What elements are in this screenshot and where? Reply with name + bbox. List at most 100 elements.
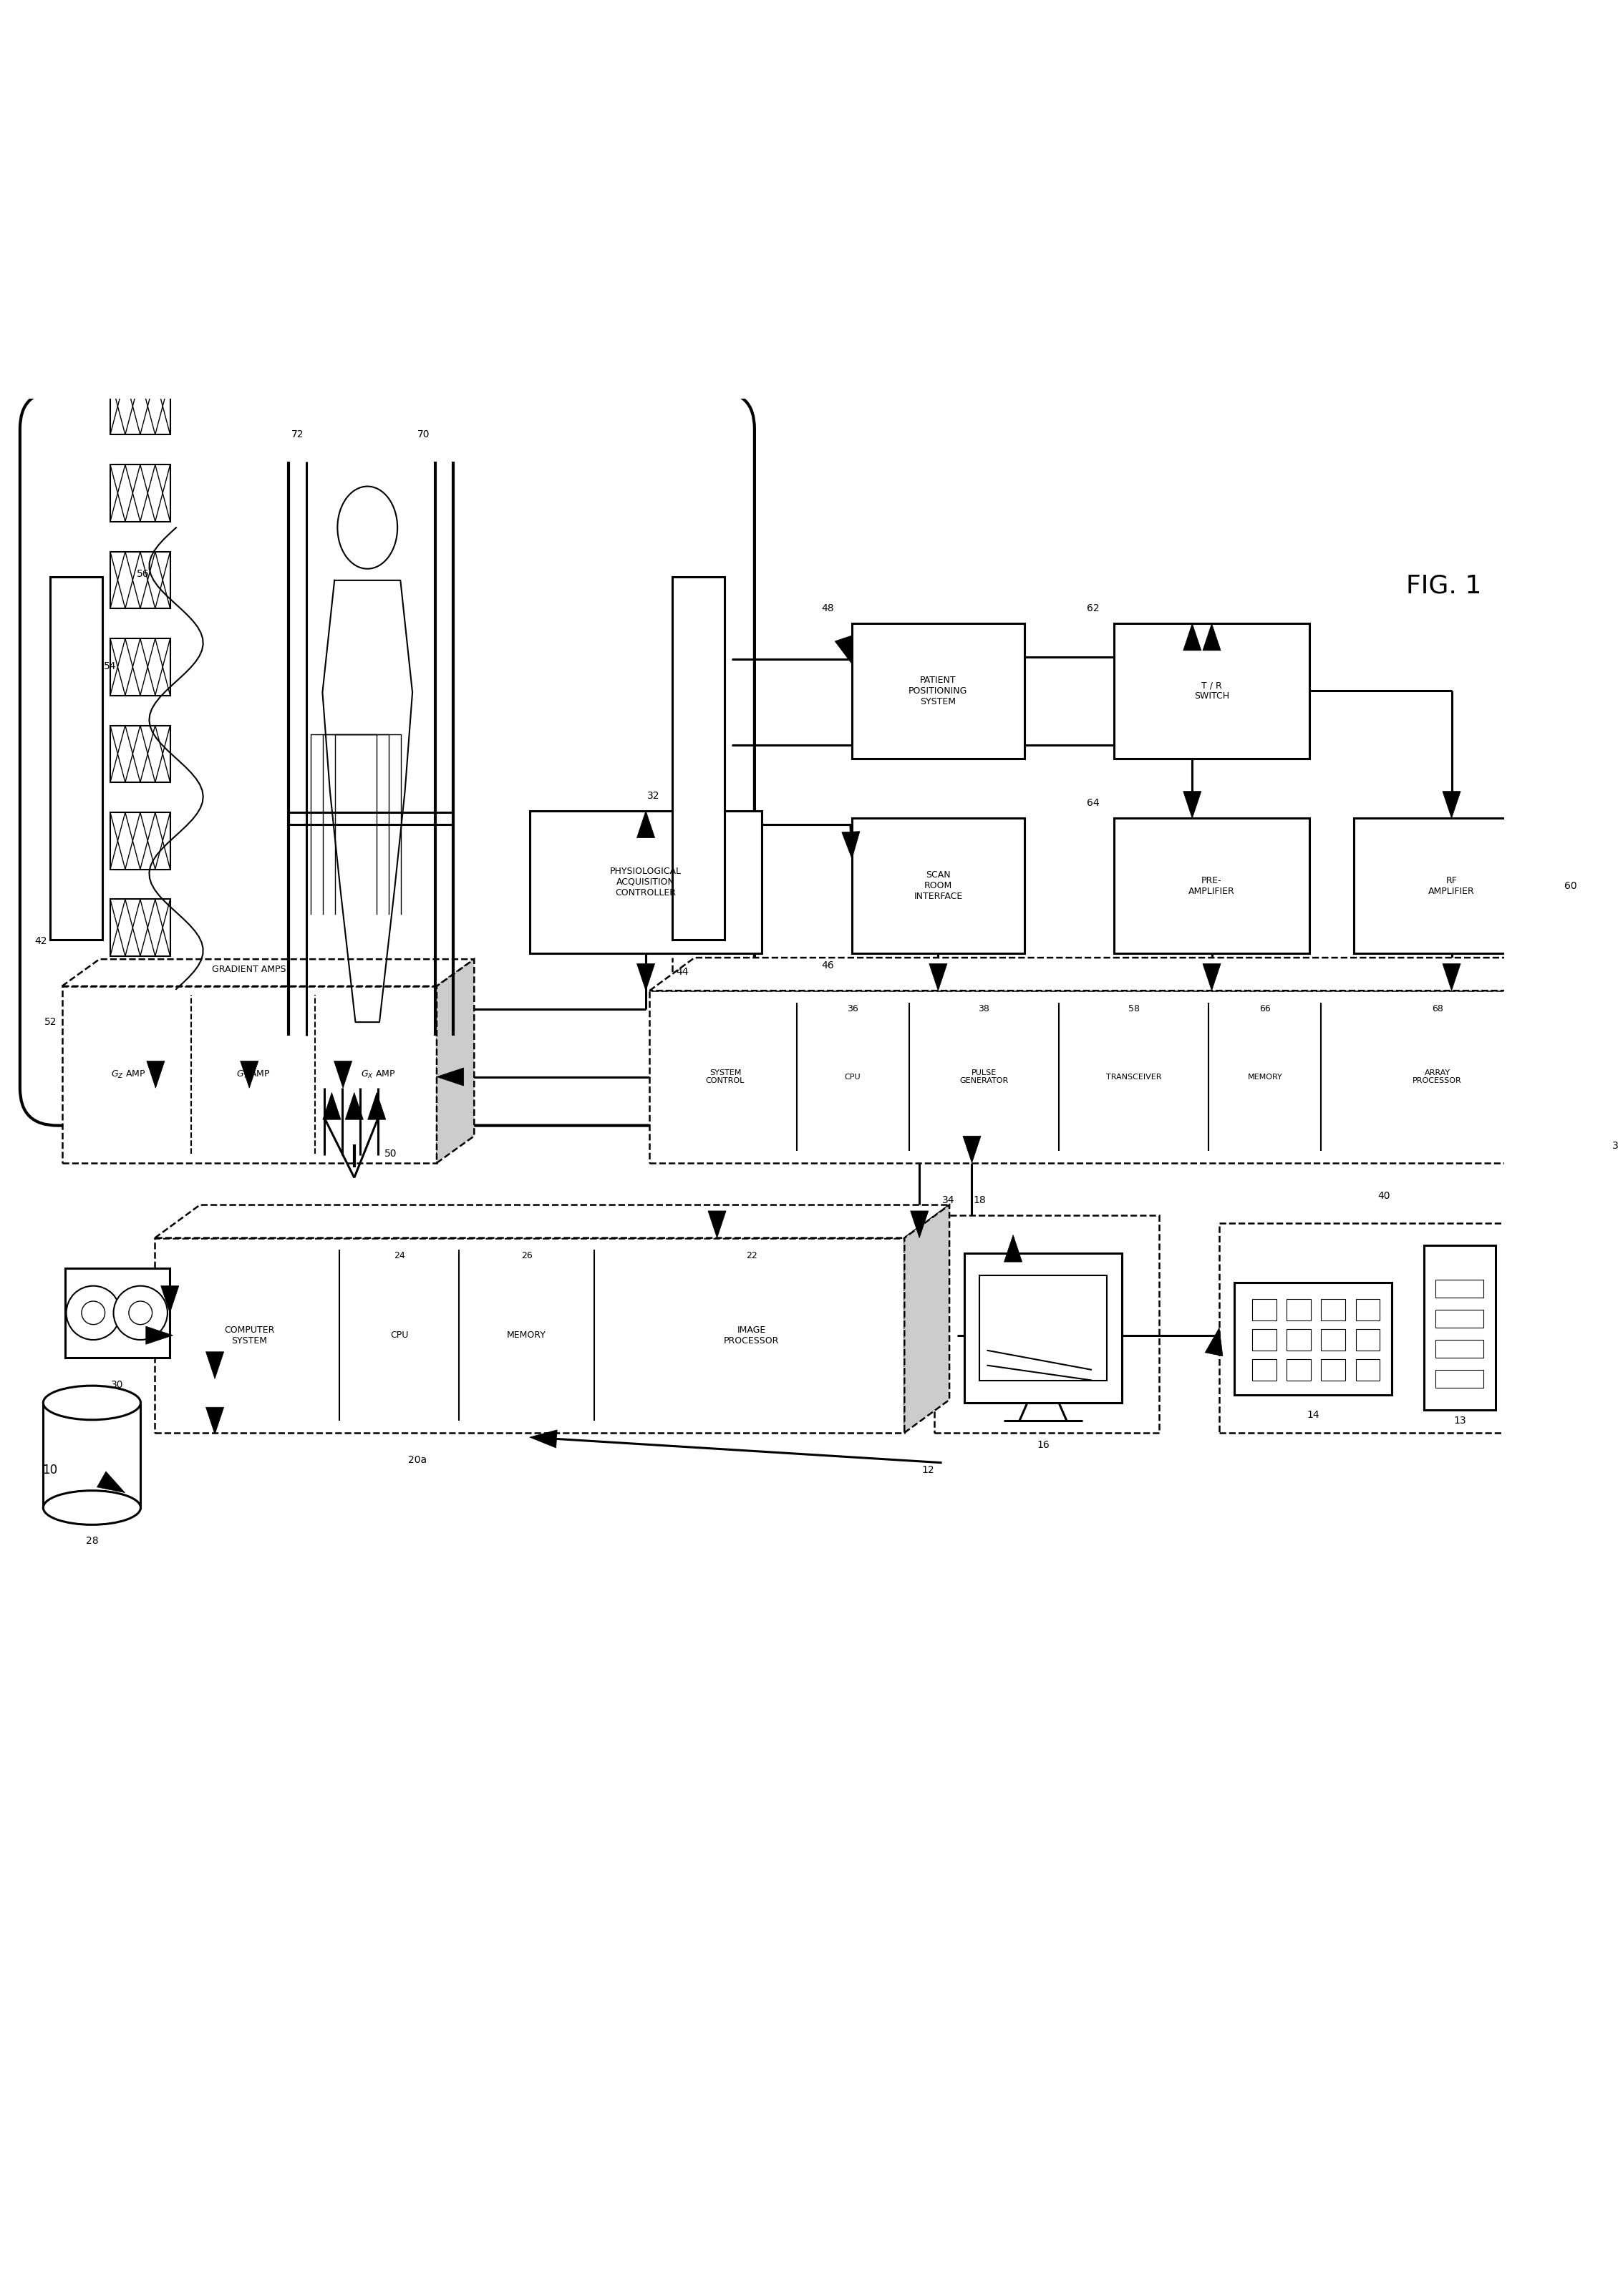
Polygon shape [367,1093,385,1120]
Bar [1286,1329,1311,1350]
Polygon shape [61,960,474,987]
Bar [1354,817,1548,953]
Bar [853,817,1024,953]
Bar [1286,1300,1311,1320]
Polygon shape [1443,964,1461,990]
Polygon shape [241,1061,259,1088]
Text: $G_Z$ AMP: $G_Z$ AMP [112,1070,146,1079]
Text: 32: 32 [647,790,660,801]
Polygon shape [1183,625,1201,650]
Text: CPU: CPU [390,1332,408,1341]
Polygon shape [529,1430,557,1449]
Bar [1235,1283,1391,1396]
Text: PRE-
AMPLIFIER: PRE- AMPLIFIER [1189,875,1235,895]
Circle shape [129,1302,152,1325]
Text: 10: 10 [42,1465,58,1476]
Polygon shape [437,960,474,1164]
Bar [1115,625,1309,758]
Text: 32a: 32a [1612,1141,1618,1150]
Bar [110,726,170,783]
Bar [50,576,102,939]
Text: ARRAY
PROCESSOR: ARRAY PROCESSOR [1413,1070,1463,1084]
Ellipse shape [44,1387,141,1419]
Text: 16: 16 [1037,1440,1050,1449]
Text: PHYSIOLOGICAL
ACQUISITION
CONTROLLER: PHYSIOLOGICAL ACQUISITION CONTROLLER [610,866,681,898]
Bar [1356,1300,1380,1320]
Bar [110,464,170,521]
Polygon shape [146,1327,173,1345]
Text: 50: 50 [383,1148,396,1159]
Text: 24: 24 [393,1251,404,1261]
Polygon shape [437,1068,464,1086]
Circle shape [66,1286,120,1341]
Text: T / R
SWITCH: T / R SWITCH [1194,682,1230,700]
Bar [934,1215,1158,1433]
Text: 66: 66 [1259,1003,1270,1013]
Polygon shape [1202,964,1220,990]
Bar [110,900,170,955]
Polygon shape [1548,957,1594,1164]
Text: 64: 64 [1087,799,1099,808]
Polygon shape [929,964,947,990]
Polygon shape [322,1093,341,1120]
Text: 40: 40 [1379,1192,1390,1201]
Polygon shape [1205,1327,1223,1357]
Text: PULSE
GENERATOR: PULSE GENERATOR [959,1070,1008,1084]
Bar [1322,1300,1345,1320]
Text: IMAGE
PROCESSOR: IMAGE PROCESSOR [723,1325,780,1345]
Bar [1356,1329,1380,1350]
Text: 68: 68 [1432,1003,1443,1013]
Polygon shape [155,1205,950,1238]
Bar [110,379,170,434]
Bar [1435,1309,1484,1327]
Text: 38: 38 [979,1003,990,1013]
Text: 72: 72 [291,429,304,439]
Text: 18: 18 [972,1196,985,1205]
Bar [1252,1359,1277,1380]
Bar [1252,1329,1277,1350]
Text: 60: 60 [1565,882,1576,891]
Text: 56: 56 [136,569,149,579]
Text: 22: 22 [746,1251,757,1261]
Polygon shape [649,957,1594,990]
Text: SCAN
ROOM
INTERFACE: SCAN ROOM INTERFACE [914,870,963,900]
Text: 13: 13 [1453,1417,1466,1426]
Circle shape [81,1302,105,1325]
Text: 36: 36 [848,1003,858,1013]
Bar [529,810,762,953]
Polygon shape [963,1137,981,1164]
Text: 62: 62 [1087,604,1099,613]
Bar [649,990,1548,1164]
Text: TRANSCEIVER: TRANSCEIVER [1107,1072,1162,1081]
Text: $G_X$ AMP: $G_X$ AMP [361,1070,395,1079]
Text: 70: 70 [417,429,429,439]
Text: 28: 28 [86,1536,99,1545]
Polygon shape [1202,625,1220,650]
Polygon shape [911,1210,929,1238]
Bar [1322,1359,1345,1380]
Bar [155,1238,904,1433]
Polygon shape [97,1472,125,1492]
Text: FIG. 1: FIG. 1 [1406,574,1482,599]
Bar [1322,1329,1345,1350]
Text: 14: 14 [1307,1410,1319,1419]
Bar [110,813,170,870]
Text: MEMORY: MEMORY [506,1332,547,1341]
Polygon shape [147,1061,165,1088]
Bar [1424,1244,1495,1410]
Bar [1435,1371,1484,1387]
Polygon shape [1005,1235,1023,1263]
Polygon shape [1183,792,1201,817]
Bar [1286,1359,1311,1380]
Text: 44: 44 [676,967,688,976]
Polygon shape [345,1093,364,1120]
Text: MEMORY: MEMORY [1247,1072,1283,1081]
Text: 34: 34 [942,1196,955,1205]
Bar [964,1254,1121,1403]
Polygon shape [205,1352,223,1380]
Text: 46: 46 [822,960,833,971]
FancyBboxPatch shape [19,390,754,1125]
Polygon shape [160,1286,180,1313]
Bar [1435,1341,1484,1357]
Bar [1435,1279,1484,1297]
